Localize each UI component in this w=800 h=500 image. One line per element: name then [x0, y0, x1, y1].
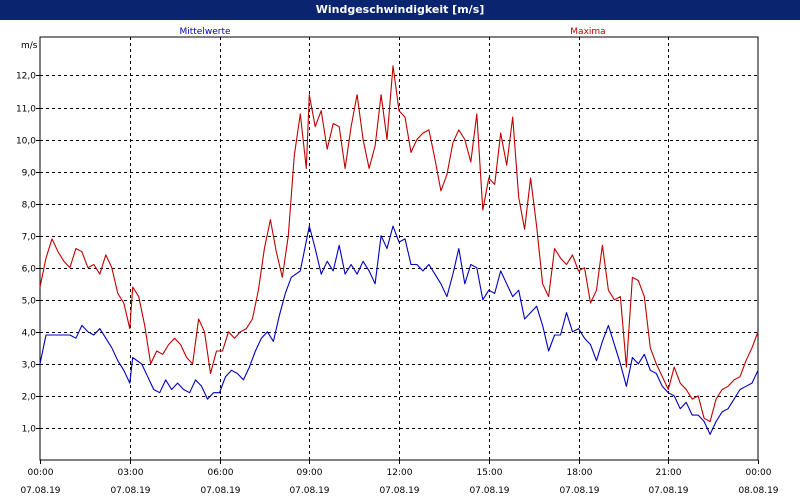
series: [39, 65, 759, 435]
y-tick-label: 11,0: [16, 105, 36, 115]
y-tick-label: 8,0: [22, 201, 37, 211]
grid: [39, 36, 759, 461]
y-tick-label: 10,0: [16, 137, 36, 147]
chart-title: Windgeschwindigkeit [m/s]: [0, 0, 800, 20]
x-tick-date-label: 07.08.19: [110, 486, 150, 496]
x-tick-date-label: 07.08.19: [559, 486, 599, 496]
y-tick-label: 5,0: [22, 297, 37, 307]
x-tick-date-label: 07.08.19: [289, 486, 329, 496]
x-tick-time-label: 00:00: [746, 468, 772, 478]
x-tick-time-label: 21:00: [656, 468, 682, 478]
y-axis-label: m/s: [21, 41, 38, 51]
x-tick-time-label: 12:00: [387, 468, 413, 478]
y-tick-label: 4,0: [22, 329, 37, 339]
series-line-maxima: [39, 65, 759, 423]
x-tick-date-label: 07.08.19: [469, 486, 509, 496]
x-tick-date-label: 07.08.19: [20, 486, 60, 496]
y-tick-label: 1,0: [22, 425, 37, 435]
x-tick-time-label: 15:00: [477, 468, 503, 478]
y-tick-label: 6,0: [22, 265, 37, 275]
x-tick-date-label: 07.08.19: [648, 486, 688, 496]
y-tick-label: 12,0: [16, 72, 36, 82]
y-tick-label: 9,0: [22, 169, 37, 179]
x-tick-date-label: 08.08.19: [738, 486, 778, 496]
legend-entry-mittelwerte: Mittelwerte: [179, 27, 230, 37]
legend-entry-maxima: Maxima: [570, 27, 605, 37]
y-tick-label: 2,0: [22, 393, 37, 403]
axes: 1,0 2,0 3,0 4,0 5,0 6,0 7,0 8,0 9,0 10,0 11,0 12,0 0…: [16, 72, 779, 497]
x-tick-time-label: 06:00: [208, 468, 234, 478]
x-tick-date-label: 07.08.19: [379, 486, 419, 496]
y-tick-label: 7,0: [22, 233, 37, 243]
x-tick-time-label: 00:00: [28, 468, 54, 478]
x-tick-time-label: 03:00: [118, 468, 144, 478]
wind-speed-chart: 1,0 2,0 3,0 4,0 5,0 6,0 7,0 8,0 9,0 10,0 11,0 12,0 0…: [16, 27, 779, 497]
x-tick-time-label: 09:00: [297, 468, 323, 478]
series-line-mittelwerte: [39, 225, 759, 435]
x-tick-date-label: 07.08.19: [200, 486, 240, 496]
x-tick-time-label: 18:00: [567, 468, 593, 478]
y-tick-label: 3,0: [22, 361, 37, 371]
